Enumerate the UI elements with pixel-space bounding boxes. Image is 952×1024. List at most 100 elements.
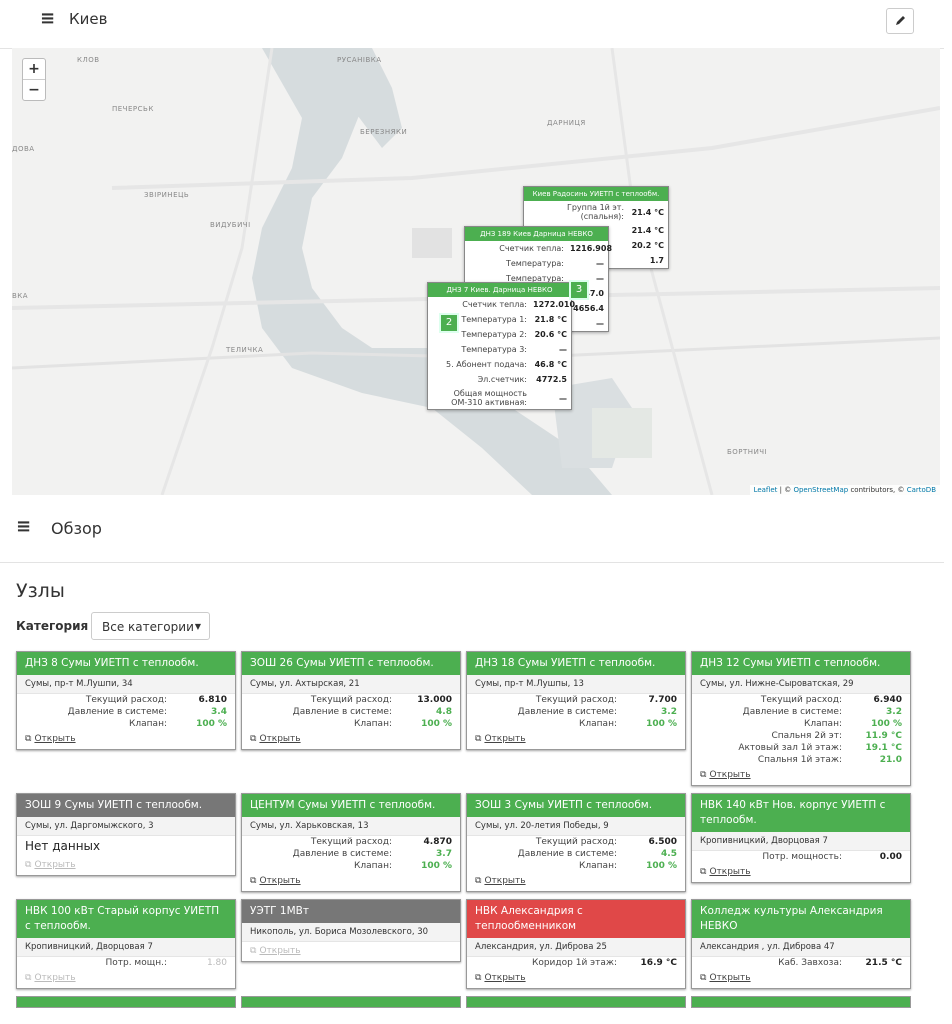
no-data: Нет данных	[25, 839, 101, 853]
open-link[interactable]: ⧉ Открыть	[242, 872, 460, 891]
open-link[interactable]: ⧉ Открыть	[17, 856, 235, 875]
edit-button[interactable]	[886, 8, 914, 34]
menu-icon[interactable]: ≡	[40, 8, 56, 29]
card-row: Текущий расход: 6.500	[467, 836, 685, 848]
popup-value: —	[596, 274, 604, 283]
popup-label: Температура 1:	[461, 315, 527, 324]
card-title: Колледж культуры Александрия НЕВКО	[692, 900, 910, 938]
row-label: Клапан:	[129, 719, 167, 729]
link-icon[interactable]: ⧉	[25, 973, 32, 983]
link-icon[interactable]: ⧉	[25, 734, 32, 744]
card-address: Сумы, ул. Харьковская, 13	[242, 817, 460, 836]
attr-link[interactable]: Leaflet	[753, 486, 778, 494]
zoom-in[interactable]: +	[28, 61, 40, 77]
row-value: 100 %	[871, 719, 902, 729]
card[interactable]: ЦЕНТУМ Сумы УИЕТП с теплообм. Сумы, ул. Х…	[241, 793, 461, 892]
card-row: Спальня 1й этаж: 21.0	[692, 754, 910, 766]
open-link[interactable]: Открыть	[259, 876, 301, 886]
open-link[interactable]: Открыть	[34, 734, 76, 744]
card-row: Текущий расход: 6.810	[17, 694, 235, 706]
link-icon[interactable]: ⧉	[700, 973, 707, 983]
map[interactable]: + − КЛОВ РУСАНІВКА ПЕЧЕРСЬК БЕРЕЗНЯКИ ДАРНИЦ…	[12, 48, 940, 495]
popup-value: —	[559, 393, 567, 403]
open-link[interactable]: ⧉ Открыть	[467, 969, 685, 988]
card[interactable]: НВК 140 кВт Нов. корпус УИЕТП с теплообм…	[691, 793, 911, 883]
popup-value: —	[559, 345, 567, 354]
attr-link[interactable]: OpenStreetMap	[793, 486, 849, 494]
row-value: 11.9 °C	[865, 731, 902, 741]
open-link[interactable]: Открыть	[34, 860, 76, 870]
popup-row: 1.7	[524, 253, 668, 268]
card[interactable]: Колледж культуры Александрия НЕВКО Алекса…	[691, 899, 911, 989]
card[interactable]: НВК Александрия с теплообменником Алексан…	[466, 899, 686, 989]
open-link[interactable]: ⧉ Открыть	[467, 730, 685, 749]
open-link[interactable]: ⧉ Открыть	[692, 969, 910, 988]
open-link[interactable]: Открыть	[259, 946, 301, 956]
popup-label: Счетчик тепла:	[499, 244, 564, 253]
open-link[interactable]: ⧉ Открыть	[242, 942, 460, 961]
open-link[interactable]: Открыть	[34, 973, 76, 983]
link-icon[interactable]: ⧉	[700, 770, 707, 780]
row-label: Клапан:	[354, 861, 392, 871]
card[interactable]: ЗОШ 26 Сумы УИЕТП с теплообм. Сумы, ул. А…	[241, 651, 461, 750]
card[interactable]: ЗОШ 9 Сумы УИЕТП с теплообм. Сумы, ул. Да…	[16, 793, 236, 876]
category-dropdown[interactable]: Все категории ▼	[91, 612, 210, 640]
card[interactable]: ДНЗ 18 Сумы УИЕТП с теплообм. Сумы, пр-т …	[466, 651, 686, 750]
card-address: Сумы, ул. Нижне-Сыроватская, 29	[692, 675, 910, 694]
open-link[interactable]: ⧉ Открыть	[467, 872, 685, 891]
open-link[interactable]: ⧉ Открыть	[242, 730, 460, 749]
card[interactable]: УЭТГ 1МВт Никополь, ул. Бориса Мозолевско…	[241, 899, 461, 962]
row-label: Клапан:	[804, 719, 842, 729]
link-icon[interactable]: ⧉	[475, 876, 482, 886]
link-icon[interactable]: ⧉	[250, 734, 257, 744]
row-label: Давление в системе:	[67, 707, 167, 717]
link-icon[interactable]: ⧉	[250, 946, 257, 956]
open-link[interactable]: ⧉ Открыть	[17, 730, 235, 749]
popup-row: Температура 2: 20.6 °C	[428, 327, 571, 342]
open-link[interactable]: ⧉ Открыть	[692, 863, 910, 882]
page-title: Киев	[69, 10, 108, 28]
row-label: Спальня 2й эт:	[771, 731, 842, 741]
row-value: 6.810	[198, 695, 227, 705]
card-stub	[16, 996, 236, 1008]
popup-row: —	[465, 316, 608, 331]
link-icon[interactable]: ⧉	[475, 973, 482, 983]
card-address: Сумы, пр-т М.Лушпи, 34	[17, 675, 235, 694]
link-icon[interactable]: ⧉	[25, 860, 32, 870]
cluster-marker: 3	[569, 280, 589, 300]
open-link[interactable]: Открыть	[259, 734, 301, 744]
open-link[interactable]: ⧉ Открыть	[17, 969, 235, 988]
edit-icon	[896, 16, 905, 25]
card-address: Сумы, ул. Даргомыжского, 3	[17, 817, 235, 836]
open-link[interactable]: Открыть	[709, 973, 751, 983]
card[interactable]: НВК 100 кВт Старый корпус УИЕТП с теплоо…	[16, 899, 236, 989]
open-link[interactable]: Открыть	[484, 973, 526, 983]
card-row: Клапан: 100 %	[17, 718, 235, 730]
open-link[interactable]: ⧉ Открыть	[692, 766, 910, 785]
popup-label: Эл.счетчик:	[477, 375, 527, 384]
popup-label: Температура:	[505, 259, 564, 268]
menu-icon[interactable]: ≡	[16, 516, 32, 537]
link-icon[interactable]: ⧉	[250, 876, 257, 886]
zoom-out[interactable]: −	[23, 79, 45, 100]
link-icon[interactable]: ⧉	[475, 734, 482, 744]
card[interactable]: ДНЗ 12 Сумы УИЕТП с теплообм. Сумы, ул. Н…	[691, 651, 911, 786]
open-link[interactable]: Открыть	[484, 734, 526, 744]
popup-row: 21.4 °C	[524, 223, 668, 238]
card[interactable]: ЗОШ 3 Сумы УИЕТП с теплообм. Сумы, ул. 20…	[466, 793, 686, 892]
popup-value: 20.6 °C	[534, 330, 567, 339]
open-link[interactable]: Открыть	[484, 876, 526, 886]
attr-link[interactable]: CartoDB	[906, 486, 936, 494]
popup-row: Счетчик тепла: 1216.908	[465, 241, 612, 256]
cluster-marker: 2	[439, 313, 459, 333]
popup-label: Температура 3:	[461, 345, 527, 354]
card-row: Давление в системе: 4.5	[467, 848, 685, 860]
link-icon[interactable]: ⧉	[700, 867, 707, 877]
card[interactable]: ДНЗ 8 Сумы УИЕТП с теплообм. Сумы, пр-т М…	[16, 651, 236, 750]
map-label: ТЕЛИЧКА	[226, 346, 264, 354]
popup-value: 20.2 °C	[631, 241, 664, 250]
row-label: Текущий расход:	[85, 695, 167, 705]
open-link[interactable]: Открыть	[709, 770, 751, 780]
open-link[interactable]: Открыть	[709, 867, 751, 877]
